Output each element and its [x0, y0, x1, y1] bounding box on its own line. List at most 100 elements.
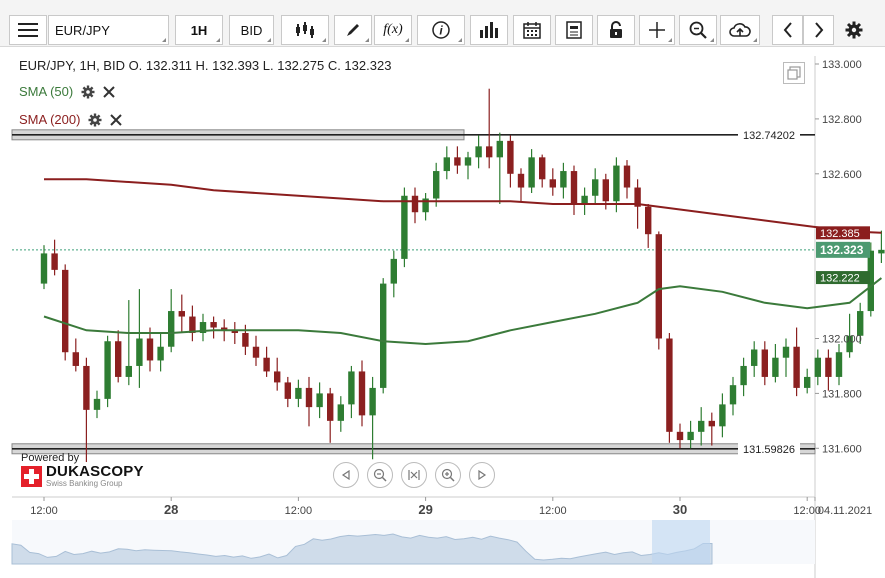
x-tick-label: 04.11.2021 — [818, 505, 872, 517]
candle-body — [666, 338, 673, 432]
moving-averages — [43, 178, 883, 346]
timeframe-label: 1H — [190, 22, 208, 38]
candle-body — [878, 249, 885, 254]
candle-body — [835, 352, 843, 377]
grid — [12, 56, 816, 578]
y-tick-label: 132.600 — [822, 169, 862, 181]
sma50-line — [43, 277, 883, 346]
navigator[interactable] — [11, 520, 815, 565]
close-icon — [103, 85, 115, 98]
ohlc-legend: EUR/JPY, 1H, BID O. 132.311 H. 132.393 L… — [19, 58, 392, 73]
candle-body — [623, 165, 631, 188]
horizontal-lines: 132.74202 131.59826 — [11, 127, 816, 456]
candle-body — [51, 253, 58, 270]
candle-body — [369, 387, 376, 416]
fit-button[interactable] — [401, 462, 427, 488]
line-label: 132.74202 — [743, 130, 795, 142]
sma50-label: SMA (50) — [19, 84, 74, 99]
side-selector[interactable]: BID — [229, 15, 274, 45]
candle-body — [348, 371, 355, 405]
candle-body — [454, 157, 461, 166]
instrument-selector[interactable]: EUR/JPY — [48, 15, 169, 45]
candlestick-icon — [296, 22, 314, 38]
candle-body — [83, 365, 90, 410]
swiss-cross-icon — [21, 466, 42, 487]
candle-body — [507, 140, 514, 174]
candle-body — [581, 195, 588, 204]
upload-button[interactable] — [720, 15, 760, 45]
sma200-remove-button[interactable] — [110, 113, 123, 126]
candle-body — [740, 365, 747, 386]
indicators-button[interactable]: f(x) — [374, 15, 412, 45]
x-tick-label: 12:00 — [539, 505, 567, 517]
sma50-remove-button[interactable] — [103, 85, 115, 98]
candle-body — [401, 195, 408, 259]
candle-body — [168, 311, 175, 347]
sma50-settings-button[interactable] — [81, 85, 95, 99]
candle-body — [751, 349, 758, 366]
candle-body — [475, 146, 482, 158]
calendar-button[interactable] — [513, 15, 551, 45]
popout-button[interactable] — [783, 62, 805, 84]
scroll-right-button[interactable] — [803, 15, 834, 45]
sma200-tag-label: 132.385 — [820, 228, 860, 240]
candle-body — [602, 179, 609, 202]
candle-body — [464, 157, 472, 166]
candle-body — [295, 387, 302, 399]
last-tag-bg — [816, 241, 870, 258]
volume-button[interactable] — [470, 15, 508, 45]
sma200-settings-button[interactable] — [88, 113, 102, 127]
scroll-left-button[interactable] — [772, 15, 803, 45]
candle-body — [496, 140, 503, 158]
zoom-out-button[interactable] — [367, 462, 393, 488]
zoom-button[interactable] — [679, 15, 717, 45]
dukascopy-logo[interactable]: DUKASCOPY Swiss Banking Group — [21, 463, 144, 488]
candle-body — [729, 385, 737, 405]
candle-body — [867, 250, 874, 312]
candle-body — [316, 393, 323, 408]
candle-body — [199, 322, 207, 334]
price-tags: 132.385 132.323 132.222 — [816, 226, 870, 285]
menu-button[interactable] — [9, 15, 47, 45]
y-tick-label: 133.000 — [822, 59, 862, 71]
line-label: 131.59826 — [743, 444, 795, 456]
navigator-window — [652, 520, 710, 564]
timeframe-selector[interactable]: 1H — [175, 15, 223, 45]
pan-left-button[interactable] — [333, 462, 359, 488]
zoom-in-button[interactable] — [435, 462, 461, 488]
crosshair-button[interactable] — [639, 15, 675, 45]
candle-body — [655, 234, 662, 339]
candle-body — [136, 338, 143, 366]
price-chart[interactable]: 132.74202 131.59826 133.000 132.800 132.600… — [0, 46, 885, 578]
chart-type-button[interactable] — [281, 15, 329, 45]
navigator-area — [11, 533, 713, 565]
candle-body — [443, 157, 450, 172]
settings-button[interactable] — [840, 15, 868, 45]
candles — [40, 88, 885, 463]
template-button[interactable] — [555, 15, 593, 45]
candle-body — [676, 431, 684, 441]
sma50-tag-label: 132.222 — [820, 273, 860, 285]
lock-button[interactable] — [597, 15, 635, 45]
pan-right-button[interactable] — [469, 462, 495, 488]
candle-body — [698, 420, 705, 432]
candle-body — [337, 404, 344, 421]
candle-body — [358, 371, 366, 416]
draw-button[interactable] — [334, 15, 372, 45]
last-tag-label: 132.323 — [820, 243, 864, 257]
candle-body — [210, 322, 217, 328]
info-button[interactable]: i — [417, 15, 465, 45]
candle-body — [284, 382, 291, 399]
candle-body — [411, 195, 419, 213]
line-label-bg — [738, 441, 800, 456]
gear-icon — [845, 21, 863, 39]
gear-icon — [88, 113, 102, 126]
candle-body — [708, 420, 715, 427]
sma200-tag-bg — [816, 226, 870, 240]
chart-nav-controls — [333, 462, 495, 488]
info-icon: i — [432, 21, 450, 39]
candle-body — [380, 283, 387, 388]
brand-name: DUKASCOPY — [46, 463, 144, 480]
powered-by: Powered by — [21, 452, 80, 464]
triangle-left-icon — [341, 470, 350, 480]
